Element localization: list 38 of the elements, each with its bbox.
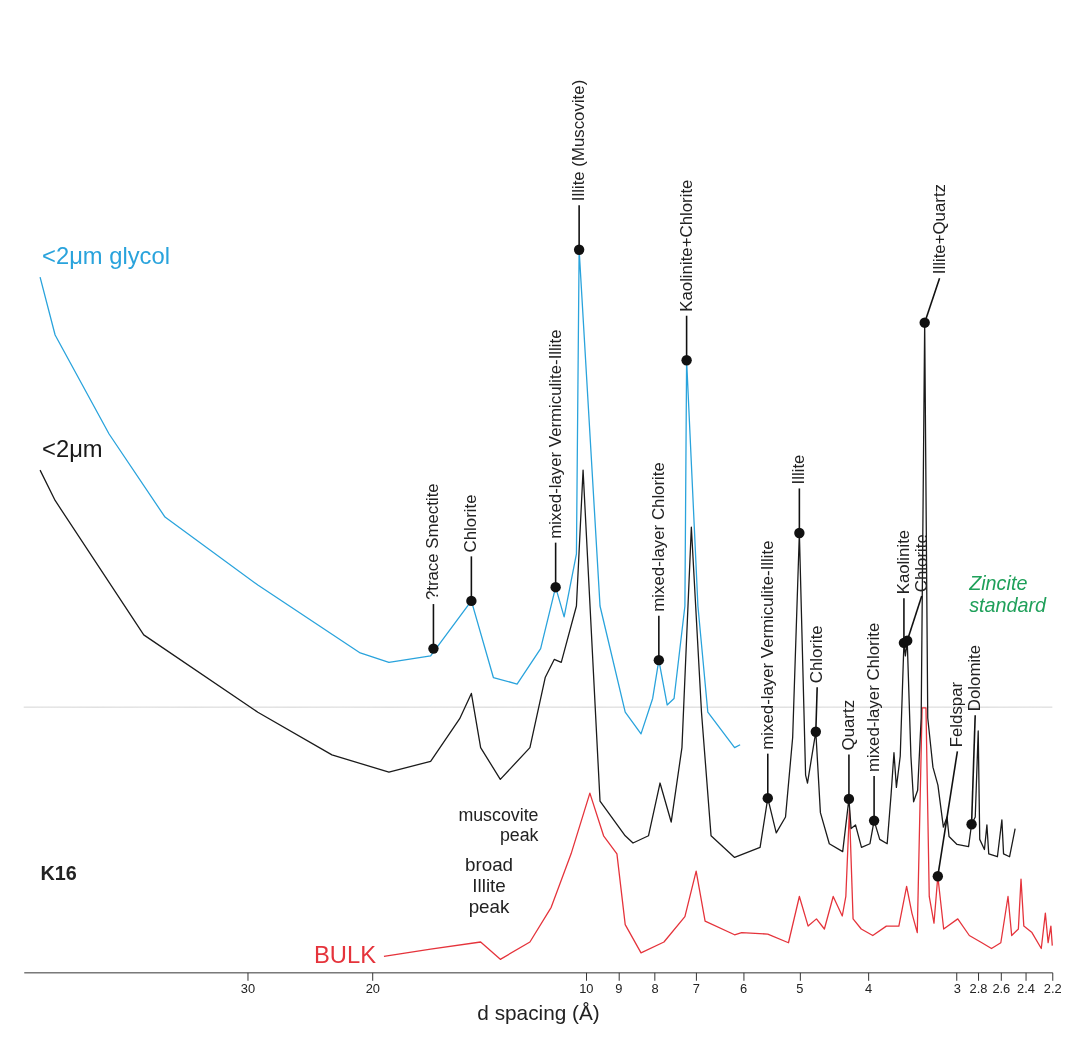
annotation: Chlorite xyxy=(911,534,931,593)
x-tick-label: 5 xyxy=(796,980,804,996)
annotation: Illite xyxy=(789,454,809,485)
annotation: ?trace Smectite xyxy=(423,483,443,601)
annotation: mixed-layer Chlorite xyxy=(864,622,884,773)
annotation: Kaolinite+Chlorite xyxy=(676,179,696,312)
annotation: Kaolinite xyxy=(893,529,913,595)
annotation: mixed-layer Vermiculite-Illite xyxy=(757,540,777,750)
annotation: K16 xyxy=(40,862,77,885)
x-tick-label: 6 xyxy=(740,980,748,996)
annotation: mixed-layer Chlorite xyxy=(648,462,668,612)
x-tick-label: 4 xyxy=(865,980,873,996)
annotation: Quartz xyxy=(838,699,858,751)
annotation: Chlorite xyxy=(807,625,827,684)
x-tick-label: 2.8 xyxy=(969,980,988,996)
series-label: <2μm glycol xyxy=(42,242,170,270)
annotation: mixed-layer Vermiculite-Illite xyxy=(545,329,565,539)
x-tick-label: 7 xyxy=(692,980,700,996)
annotation: broad Illite peak xyxy=(464,854,514,917)
x-tick-label: 3 xyxy=(953,980,961,996)
x-tick-label: 2.6 xyxy=(992,980,1011,996)
annotation: Feldspar xyxy=(947,681,967,748)
x-tick-label: 2.2 xyxy=(1043,980,1062,996)
x-tick-label: 8 xyxy=(651,980,659,996)
x-tick-label: 30 xyxy=(240,980,256,996)
x-axis-title: d spacing (Å) xyxy=(477,1001,600,1025)
annotation: Chlorite xyxy=(461,494,481,553)
annotation: muscovite peak xyxy=(458,804,539,845)
annotation: Illite (Muscovite) xyxy=(569,79,589,202)
series-label: BULK xyxy=(313,941,377,969)
annotation: Illite+Quartz xyxy=(929,184,949,275)
x-tick-label: 2.4 xyxy=(1017,980,1035,996)
x-tick-label: 9 xyxy=(615,980,623,996)
annotation: Zincite standard xyxy=(968,572,1048,617)
series-label: <2μm xyxy=(42,435,103,463)
x-tick-label: 10 xyxy=(579,980,594,996)
x-tick-label: 20 xyxy=(365,980,380,996)
annotation: Dolomite xyxy=(965,644,985,712)
